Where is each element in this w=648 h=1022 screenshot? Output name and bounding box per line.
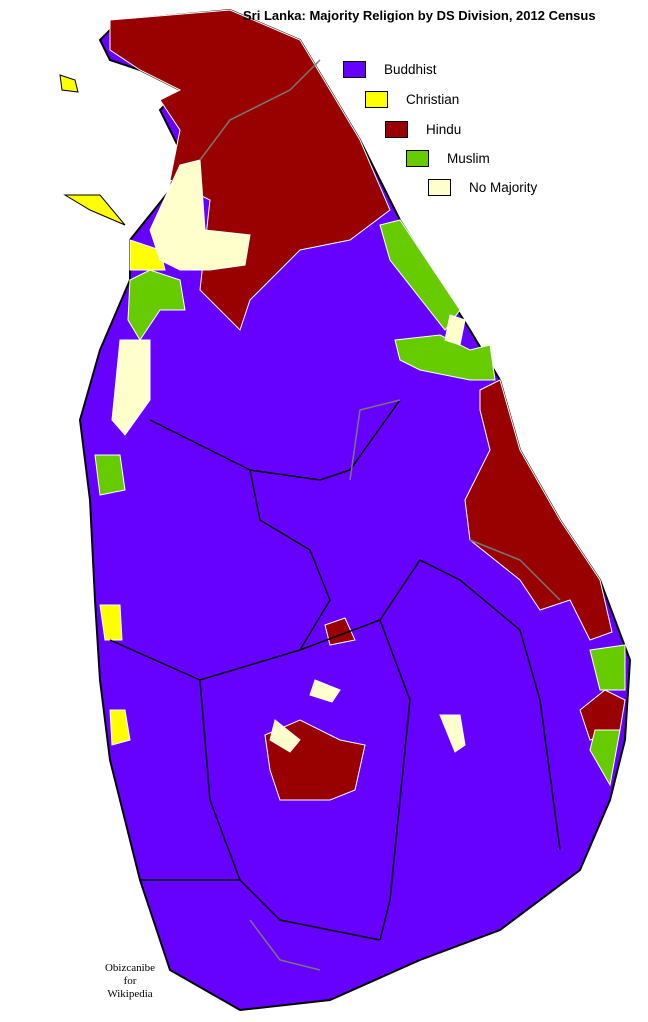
legend-swatch-christian bbox=[365, 91, 388, 108]
credit-line: Obizcanibe bbox=[104, 962, 156, 974]
district-borders bbox=[199, 59, 561, 971]
province-border bbox=[249, 399, 401, 481]
legend-label: Christian bbox=[406, 92, 460, 107]
district-border bbox=[349, 399, 401, 481]
legend-item-christian: Christian bbox=[365, 91, 459, 108]
legend-label: Muslim bbox=[447, 151, 490, 166]
region-nomajority-trinco bbox=[444, 314, 466, 346]
district-border bbox=[469, 539, 561, 601]
region-muslim-pottuvil bbox=[589, 729, 621, 787]
legend-item-no-majority: No Majority bbox=[428, 179, 537, 196]
region-christian-kalpitiya bbox=[63, 194, 126, 226]
district-border bbox=[249, 919, 321, 971]
region-christian-mannar bbox=[129, 239, 166, 271]
province-border bbox=[109, 559, 461, 681]
region-hindu-southeast bbox=[579, 689, 626, 741]
region-muslim-puttalam bbox=[94, 454, 126, 496]
legend-swatch-buddhist bbox=[343, 61, 366, 78]
region-christian-moratuwa bbox=[109, 709, 131, 746]
credit-text: Obizcanibe for Wikipedia bbox=[94, 962, 166, 1001]
region-muslim-ampara bbox=[589, 644, 626, 691]
credit-line: Wikipedia bbox=[107, 988, 153, 1000]
legend-swatch-no-majority bbox=[428, 179, 451, 196]
legend-label: Hindu bbox=[426, 122, 462, 137]
region-nomajority-vavuniya bbox=[149, 159, 251, 271]
legend-item-hindu: Hindu bbox=[385, 121, 461, 138]
region-nomajority-badulla bbox=[439, 714, 466, 753]
region-christian-negombo bbox=[99, 604, 123, 641]
region-hindu-east bbox=[464, 379, 613, 641]
region-nomajority-coast bbox=[111, 339, 151, 436]
legend-label: Buddhist bbox=[384, 62, 437, 77]
region-nomajority-nuwara bbox=[309, 679, 341, 703]
region-muslim-mannar bbox=[127, 269, 186, 341]
legend-item-buddhist: Buddhist bbox=[343, 61, 437, 78]
map-title: Sri Lanka: Majority Religion by DS Divis… bbox=[243, 8, 596, 23]
legend-swatch-hindu bbox=[385, 121, 408, 138]
region-hindu-north bbox=[109, 9, 391, 331]
credit-line: for bbox=[123, 975, 137, 987]
legend-label: No Majority bbox=[469, 180, 538, 195]
province-border bbox=[459, 579, 561, 851]
province-border bbox=[379, 619, 411, 941]
district-border bbox=[199, 59, 321, 161]
region-nomajority-hatton bbox=[269, 719, 301, 753]
region-christian-island bbox=[59, 74, 79, 93]
legend-swatch-muslim bbox=[406, 150, 429, 167]
province-borders bbox=[109, 399, 561, 941]
legend-item-muslim: Muslim bbox=[406, 150, 490, 167]
province-border bbox=[149, 419, 331, 651]
